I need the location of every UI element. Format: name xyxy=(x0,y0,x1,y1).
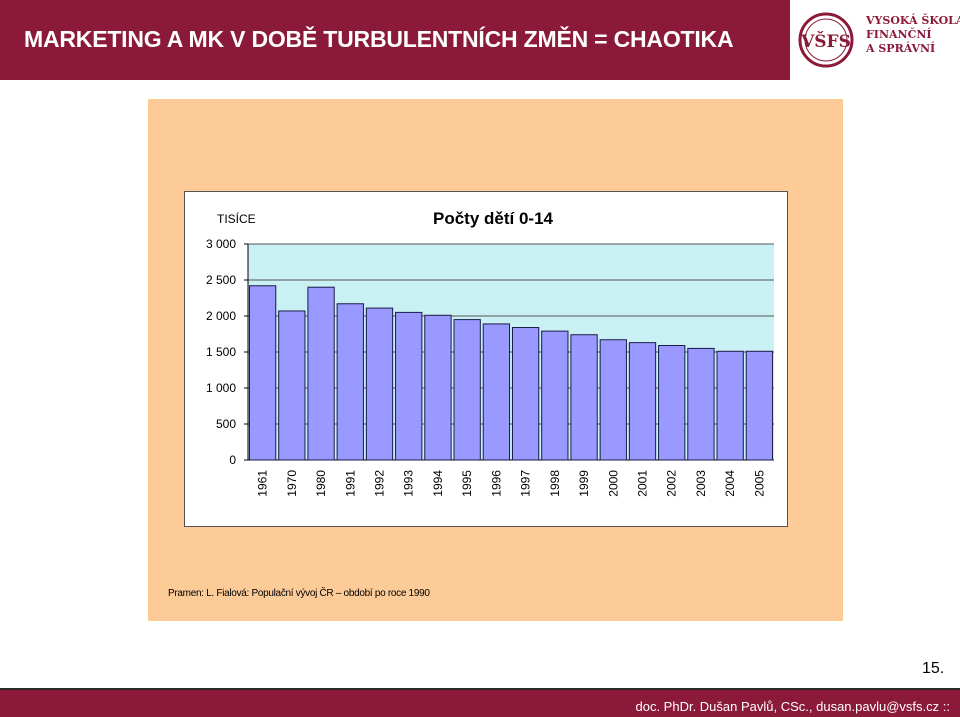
bar xyxy=(687,347,715,461)
bar xyxy=(541,330,569,461)
x-tick-label: 1992 xyxy=(373,470,387,497)
bar xyxy=(424,314,452,461)
bar xyxy=(628,342,657,461)
bar xyxy=(570,334,598,461)
y-tick-label: 0 xyxy=(229,453,236,467)
school-name-line-2: FINANČNÍ xyxy=(866,28,932,41)
logo-mark-text: VŠFS xyxy=(800,31,851,52)
x-tick-label: 1994 xyxy=(431,470,445,497)
x-tick-label: 1970 xyxy=(285,470,299,497)
bar xyxy=(745,350,774,461)
chart-container: 0 500 1 000 1 500 2 000 2 500 3 000 1961 1970 198… xyxy=(184,191,788,527)
bar xyxy=(307,286,335,461)
footer-bar: doc. PhDr. Dušan Pavlů, CSc., dusan.pavl… xyxy=(0,688,960,717)
x-tick-label: 2004 xyxy=(723,470,737,497)
bar xyxy=(482,323,511,461)
x-tick-label: 1993 xyxy=(402,470,416,497)
bar xyxy=(511,327,540,461)
vsfs-logo-icon: VŠFS xyxy=(798,12,854,68)
bar xyxy=(336,303,364,461)
page-number: 15. xyxy=(922,660,945,677)
header-bar: MARKETING A MK V DOBĚ TURBULENTNÍCH ZMĚN… xyxy=(0,0,960,80)
bar xyxy=(716,350,744,461)
x-tick-label: 2002 xyxy=(665,470,679,497)
bar xyxy=(599,339,627,461)
y-tick-label: 2 000 xyxy=(206,309,236,323)
bar xyxy=(248,285,277,461)
x-tick-label: 1991 xyxy=(343,470,357,497)
bar xyxy=(453,319,481,461)
x-tick-label: 1998 xyxy=(548,470,562,497)
x-tick-label: 1996 xyxy=(489,470,503,497)
x-tick-label: 1999 xyxy=(577,470,591,497)
bar xyxy=(278,310,306,461)
x-tick-label: 1961 xyxy=(256,470,270,497)
y-tick-label: 1 500 xyxy=(206,345,236,359)
school-name: VYSOKÁ ŠKOLA FINANČNÍ A SPRÁVNÍ xyxy=(866,14,960,56)
school-name-line-1: VYSOKÁ ŠKOLA xyxy=(866,14,960,27)
source-note: Pramen: L. Fialová: Populační vývoj ČR –… xyxy=(168,588,430,599)
bar-chart: 0 500 1 000 1 500 2 000 2 500 3 000 1961 1970 198… xyxy=(206,209,774,497)
y-unit-label: TISÍCE xyxy=(217,211,256,226)
bar xyxy=(395,311,423,461)
x-tick-label: 1995 xyxy=(460,470,474,497)
x-tick-label: 2005 xyxy=(752,470,766,497)
y-tick-label: 500 xyxy=(216,417,236,431)
bar xyxy=(365,307,394,461)
school-name-line-3: A SPRÁVNÍ xyxy=(866,42,936,55)
footer-author: doc. PhDr. Dušan Pavlů, CSc., dusan.pavl… xyxy=(635,699,950,714)
school-logo: VŠFS VYSOKÁ ŠKOLA FINANČNÍ A SPRÁVNÍ xyxy=(790,0,960,80)
y-tick-label: 1 000 xyxy=(206,381,236,395)
slide-title: MARKETING A MK V DOBĚ TURBULENTNÍCH ZMĚN… xyxy=(24,26,734,52)
y-tick-label: 2 500 xyxy=(206,273,236,287)
x-tick-label: 2000 xyxy=(606,470,620,497)
x-tick-label: 2003 xyxy=(694,470,708,497)
x-tick-label: 2001 xyxy=(636,470,650,497)
x-tick-label: 1980 xyxy=(314,470,328,497)
bar xyxy=(658,345,686,461)
x-tick-label: 1997 xyxy=(519,470,533,497)
chart-title: Počty dětí 0-14 xyxy=(433,209,554,228)
y-tick-label: 3 000 xyxy=(206,237,236,251)
